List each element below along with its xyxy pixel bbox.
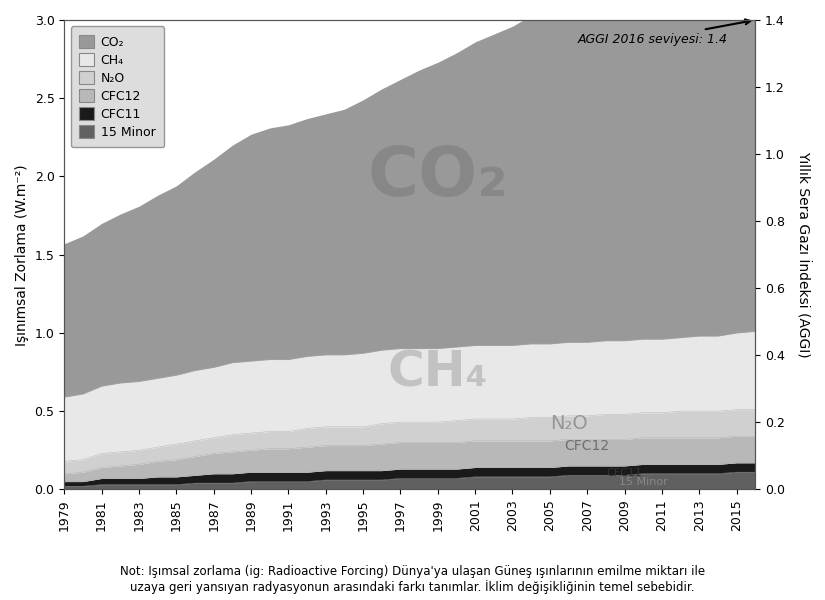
Text: CH₄: CH₄ [388,348,488,396]
Text: 15 Minor: 15 Minor [619,478,667,487]
Text: CFC12: CFC12 [564,439,610,452]
Text: CFC11: CFC11 [606,468,643,478]
Y-axis label: Işınımsal Zorlama (W.m⁻²): Işınımsal Zorlama (W.m⁻²) [15,164,29,346]
Text: CO₂: CO₂ [367,143,508,210]
Text: AGGI 2016 seviyesi: 1.4: AGGI 2016 seviyesi: 1.4 [578,19,750,46]
Text: Not: Işımsal zorlama (ig: Radioactive Forcing) Dünya'ya ulaşan Güneş ışınlarının: Not: Işımsal zorlama (ig: Radioactive Fo… [120,565,705,594]
Y-axis label: Yıllık Sera Gazı İndeksi (AGGI): Yıllık Sera Gazı İndeksi (AGGI) [795,151,810,358]
Legend: CO₂, CH₄, N₂O, CFC12, CFC11, 15 Minor: CO₂, CH₄, N₂O, CFC12, CFC11, 15 Minor [70,26,164,148]
Text: N₂O: N₂O [549,414,587,433]
